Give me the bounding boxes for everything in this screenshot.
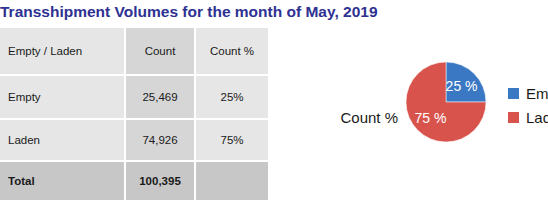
data-label: 25 %: [446, 78, 478, 94]
title: Transshipment Volumes for the month of M…: [0, 3, 378, 20]
table-text: 75%: [220, 134, 243, 146]
legend: Empty Laden: [508, 85, 548, 126]
pie-slice: [446, 62, 486, 102]
legend-swatch: [508, 112, 519, 123]
legend-swatch: [508, 88, 519, 99]
table-header: Count %: [210, 45, 254, 57]
table-text: 25%: [220, 91, 243, 103]
table-text: Laden: [8, 134, 40, 146]
data-label: 75 %: [414, 110, 446, 126]
pie-slice: [406, 62, 486, 142]
table-cell: [126, 76, 194, 118]
legend-label: Laden: [526, 109, 548, 126]
table-cell: [0, 28, 124, 74]
table-cell: [196, 120, 268, 160]
table-header: Count: [145, 45, 176, 57]
table-cell: [126, 28, 194, 74]
table-cell: [0, 162, 124, 200]
table-header: Empty / Laden: [8, 45, 82, 57]
table-cell: [0, 76, 124, 118]
chart-title: Count %: [340, 109, 398, 126]
table-text: Total: [8, 175, 35, 187]
legend-label: Empty: [526, 85, 548, 102]
table-text: 74,926: [142, 134, 177, 146]
table-cell: [196, 28, 268, 74]
pie: [406, 62, 486, 142]
table: Empty / Laden Count Count % Empty 25,469 25% L…: [0, 28, 268, 200]
table-cell: [196, 162, 268, 200]
table-text: 100,395: [139, 175, 181, 187]
table-text: 25,469: [142, 91, 177, 103]
table-cell: [126, 162, 194, 200]
table-cell: [196, 76, 268, 118]
table-text: Empty: [8, 91, 41, 103]
table-cell: [0, 120, 124, 160]
canvas: Transshipment Volumes for the month of M…: [0, 0, 548, 202]
table-cell: [126, 120, 194, 160]
